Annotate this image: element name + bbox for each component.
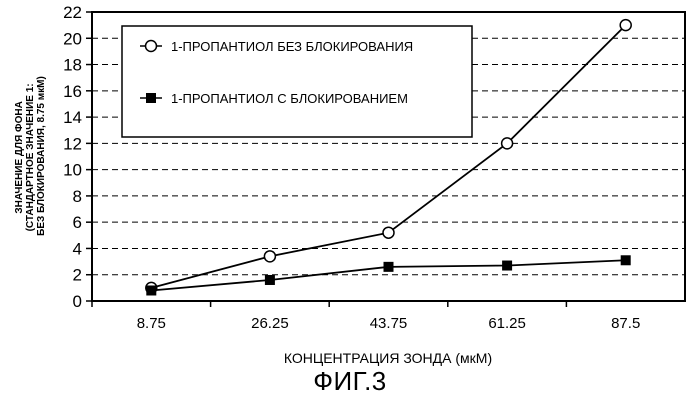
- y-tick-label: 20: [63, 29, 82, 48]
- y-tick-label: 16: [63, 82, 82, 101]
- data-point-filled-square: [265, 275, 275, 285]
- y-axis-label-line-1: ЗНАЧЕНИЕ ДЛЯ ФОНА: [14, 101, 25, 213]
- data-point-filled-square: [146, 285, 156, 295]
- y-tick-label: 2: [73, 266, 82, 285]
- y-tick-label: 0: [73, 292, 82, 311]
- y-tick-label: 4: [73, 239, 82, 258]
- legend-marker-open-circle: [146, 41, 157, 52]
- data-point-filled-square: [384, 262, 394, 272]
- x-axis-ticks: 8.75 26.25 43.75 61.25 87.5: [92, 301, 640, 332]
- data-point-open-circle: [620, 20, 631, 31]
- x-tick-label: 87.5: [611, 315, 640, 332]
- y-axis-label-line-3: БЕЗ БЛОКИРОВАНИЯ, 8.75 мкМ): [36, 76, 47, 236]
- data-point-open-circle: [502, 138, 513, 149]
- legend: 1-ПРОПАНТИОЛ БЕЗ БЛОКИРОВАНИЯ 1-ПРОПАНТИ…: [122, 26, 472, 137]
- y-axis-ticks: 0 2 4 6 8 10 12 14 16 18 20 22: [63, 3, 92, 311]
- y-tick-label: 10: [63, 161, 82, 180]
- y-axis-label-line-2: (СТАНДАРТНОЕ ЗНАЧЕНИЕ 1:: [25, 83, 36, 231]
- data-point-filled-square: [621, 255, 631, 265]
- y-tick-label: 8: [73, 187, 82, 206]
- data-point-open-circle: [264, 251, 275, 262]
- y-tick-label: 14: [63, 108, 82, 127]
- legend-marker-filled-square: [146, 93, 156, 103]
- y-axis-label: ЗНАЧЕНИЕ ДЛЯ ФОНА (СТАНДАРТНОЕ ЗНАЧЕНИЕ …: [14, 76, 47, 236]
- x-tick-label: 8.75: [137, 315, 166, 332]
- data-point-open-circle: [383, 227, 394, 238]
- y-tick-label: 22: [63, 3, 82, 22]
- legend-label-series-1: 1-ПРОПАНТИОЛ БЕЗ БЛОКИРОВАНИЯ: [171, 39, 413, 54]
- y-tick-label: 18: [63, 56, 82, 75]
- y-tick-label: 12: [63, 134, 82, 153]
- x-tick-label: 26.25: [251, 315, 289, 332]
- legend-label-series-2: 1-ПРОПАНТИОЛ С БЛОКИРОВАНИЕМ: [171, 91, 408, 106]
- figure-caption: ФИГ.3: [0, 366, 700, 397]
- x-tick-label: 43.75: [370, 315, 408, 332]
- data-point-filled-square: [502, 261, 512, 271]
- x-tick-label: 61.25: [488, 315, 526, 332]
- y-tick-label: 6: [73, 213, 82, 232]
- x-axis-label: КОНЦЕНТРАЦИЯ ЗОНДА (мкМ): [284, 350, 492, 366]
